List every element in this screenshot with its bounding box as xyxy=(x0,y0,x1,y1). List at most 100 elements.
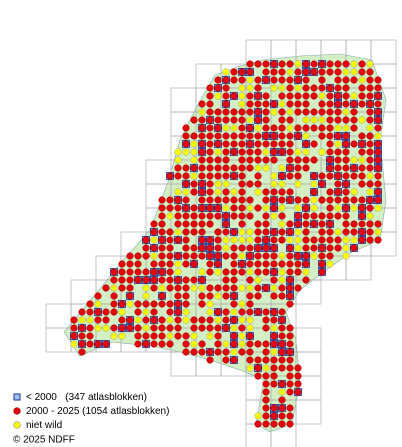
red-dot xyxy=(254,308,262,316)
red-dot xyxy=(318,220,326,228)
red-dot xyxy=(238,140,246,148)
red-dot xyxy=(286,84,294,92)
yellow-dot xyxy=(222,340,230,348)
red-dot xyxy=(254,220,262,228)
red-dot xyxy=(222,316,230,324)
red-dot xyxy=(182,260,190,268)
red-dot xyxy=(222,348,230,356)
yellow-dot xyxy=(246,76,254,84)
red-dot xyxy=(262,68,270,76)
red-dot xyxy=(302,244,310,252)
yellow-dot xyxy=(190,340,198,348)
red-dot xyxy=(270,156,278,164)
red-dot xyxy=(374,164,382,172)
red-dot xyxy=(374,172,382,180)
red-dot xyxy=(222,100,230,108)
red-dot xyxy=(230,340,238,348)
red-dot xyxy=(230,148,238,156)
red-dot xyxy=(262,196,270,204)
red-dot xyxy=(86,308,94,316)
yellow-dot xyxy=(286,236,294,244)
atlas-cell xyxy=(370,39,397,65)
red-dot xyxy=(246,260,254,268)
yellow-dot xyxy=(294,228,302,236)
red-dot xyxy=(270,188,278,196)
red-dot xyxy=(318,108,326,116)
red-dot xyxy=(214,116,222,124)
red-dot xyxy=(262,356,270,364)
red-dot xyxy=(254,60,262,68)
red-dot xyxy=(326,228,334,236)
red-dot xyxy=(326,132,334,140)
red-dot xyxy=(222,188,230,196)
red-dot xyxy=(150,284,158,292)
red-dot xyxy=(358,68,366,76)
yellow-dot xyxy=(214,180,222,188)
red-dot xyxy=(238,204,246,212)
red-dot xyxy=(366,220,374,228)
red-dot xyxy=(310,172,318,180)
red-dot xyxy=(262,316,270,324)
red-dot xyxy=(174,332,182,340)
red-dot xyxy=(342,148,350,156)
red-dot xyxy=(102,308,110,316)
yellow-dot xyxy=(270,348,278,356)
red-dot xyxy=(318,212,326,220)
red-dot xyxy=(262,156,270,164)
red-dot xyxy=(302,100,310,108)
yellow-dot xyxy=(334,228,342,236)
yellow-dot xyxy=(334,204,342,212)
red-dot xyxy=(190,228,198,236)
red-dot xyxy=(278,308,286,316)
red-dot xyxy=(262,324,270,332)
yellow-dot xyxy=(278,388,286,396)
red-dot xyxy=(214,284,222,292)
red-dot xyxy=(262,100,270,108)
red-dot xyxy=(198,180,206,188)
yellow-dot xyxy=(174,268,182,276)
red-dot xyxy=(310,84,318,92)
red-dot xyxy=(238,172,246,180)
red-dot xyxy=(214,196,222,204)
red-dot xyxy=(174,284,182,292)
yellow-dot xyxy=(246,228,254,236)
red-dot xyxy=(206,172,214,180)
red-dot xyxy=(222,164,230,172)
yellow-dot xyxy=(310,116,318,124)
red-dot xyxy=(262,348,270,356)
red-dot xyxy=(230,172,238,180)
red-dot xyxy=(246,108,254,116)
red-dot xyxy=(198,140,206,148)
red-dot xyxy=(350,116,358,124)
red-dot xyxy=(182,284,190,292)
red-dot xyxy=(318,244,326,252)
red-dot xyxy=(238,260,246,268)
red-dot xyxy=(294,220,302,228)
yellow-dot xyxy=(302,268,310,276)
yellow-dot xyxy=(206,308,214,316)
red-dot xyxy=(246,196,254,204)
red-dot xyxy=(182,276,190,284)
red-dot xyxy=(150,244,158,252)
red-dot xyxy=(94,340,102,348)
red-dot xyxy=(254,372,262,380)
yellow-dot xyxy=(246,116,254,124)
red-dot xyxy=(374,116,382,124)
red-dot xyxy=(326,204,334,212)
red-dot xyxy=(310,188,318,196)
red-dot xyxy=(334,180,342,188)
red-dot xyxy=(350,228,358,236)
red-dot xyxy=(214,156,222,164)
red-dot xyxy=(198,148,206,156)
red-dot xyxy=(318,236,326,244)
red-dot xyxy=(142,236,150,244)
red-dot xyxy=(182,204,190,212)
red-dot xyxy=(70,332,78,340)
red-dot xyxy=(358,180,366,188)
red-dot xyxy=(262,284,270,292)
red-dot xyxy=(150,276,158,284)
red-dot xyxy=(246,276,254,284)
red-dot xyxy=(270,380,278,388)
red-dot xyxy=(350,244,358,252)
red-dot xyxy=(134,308,142,316)
